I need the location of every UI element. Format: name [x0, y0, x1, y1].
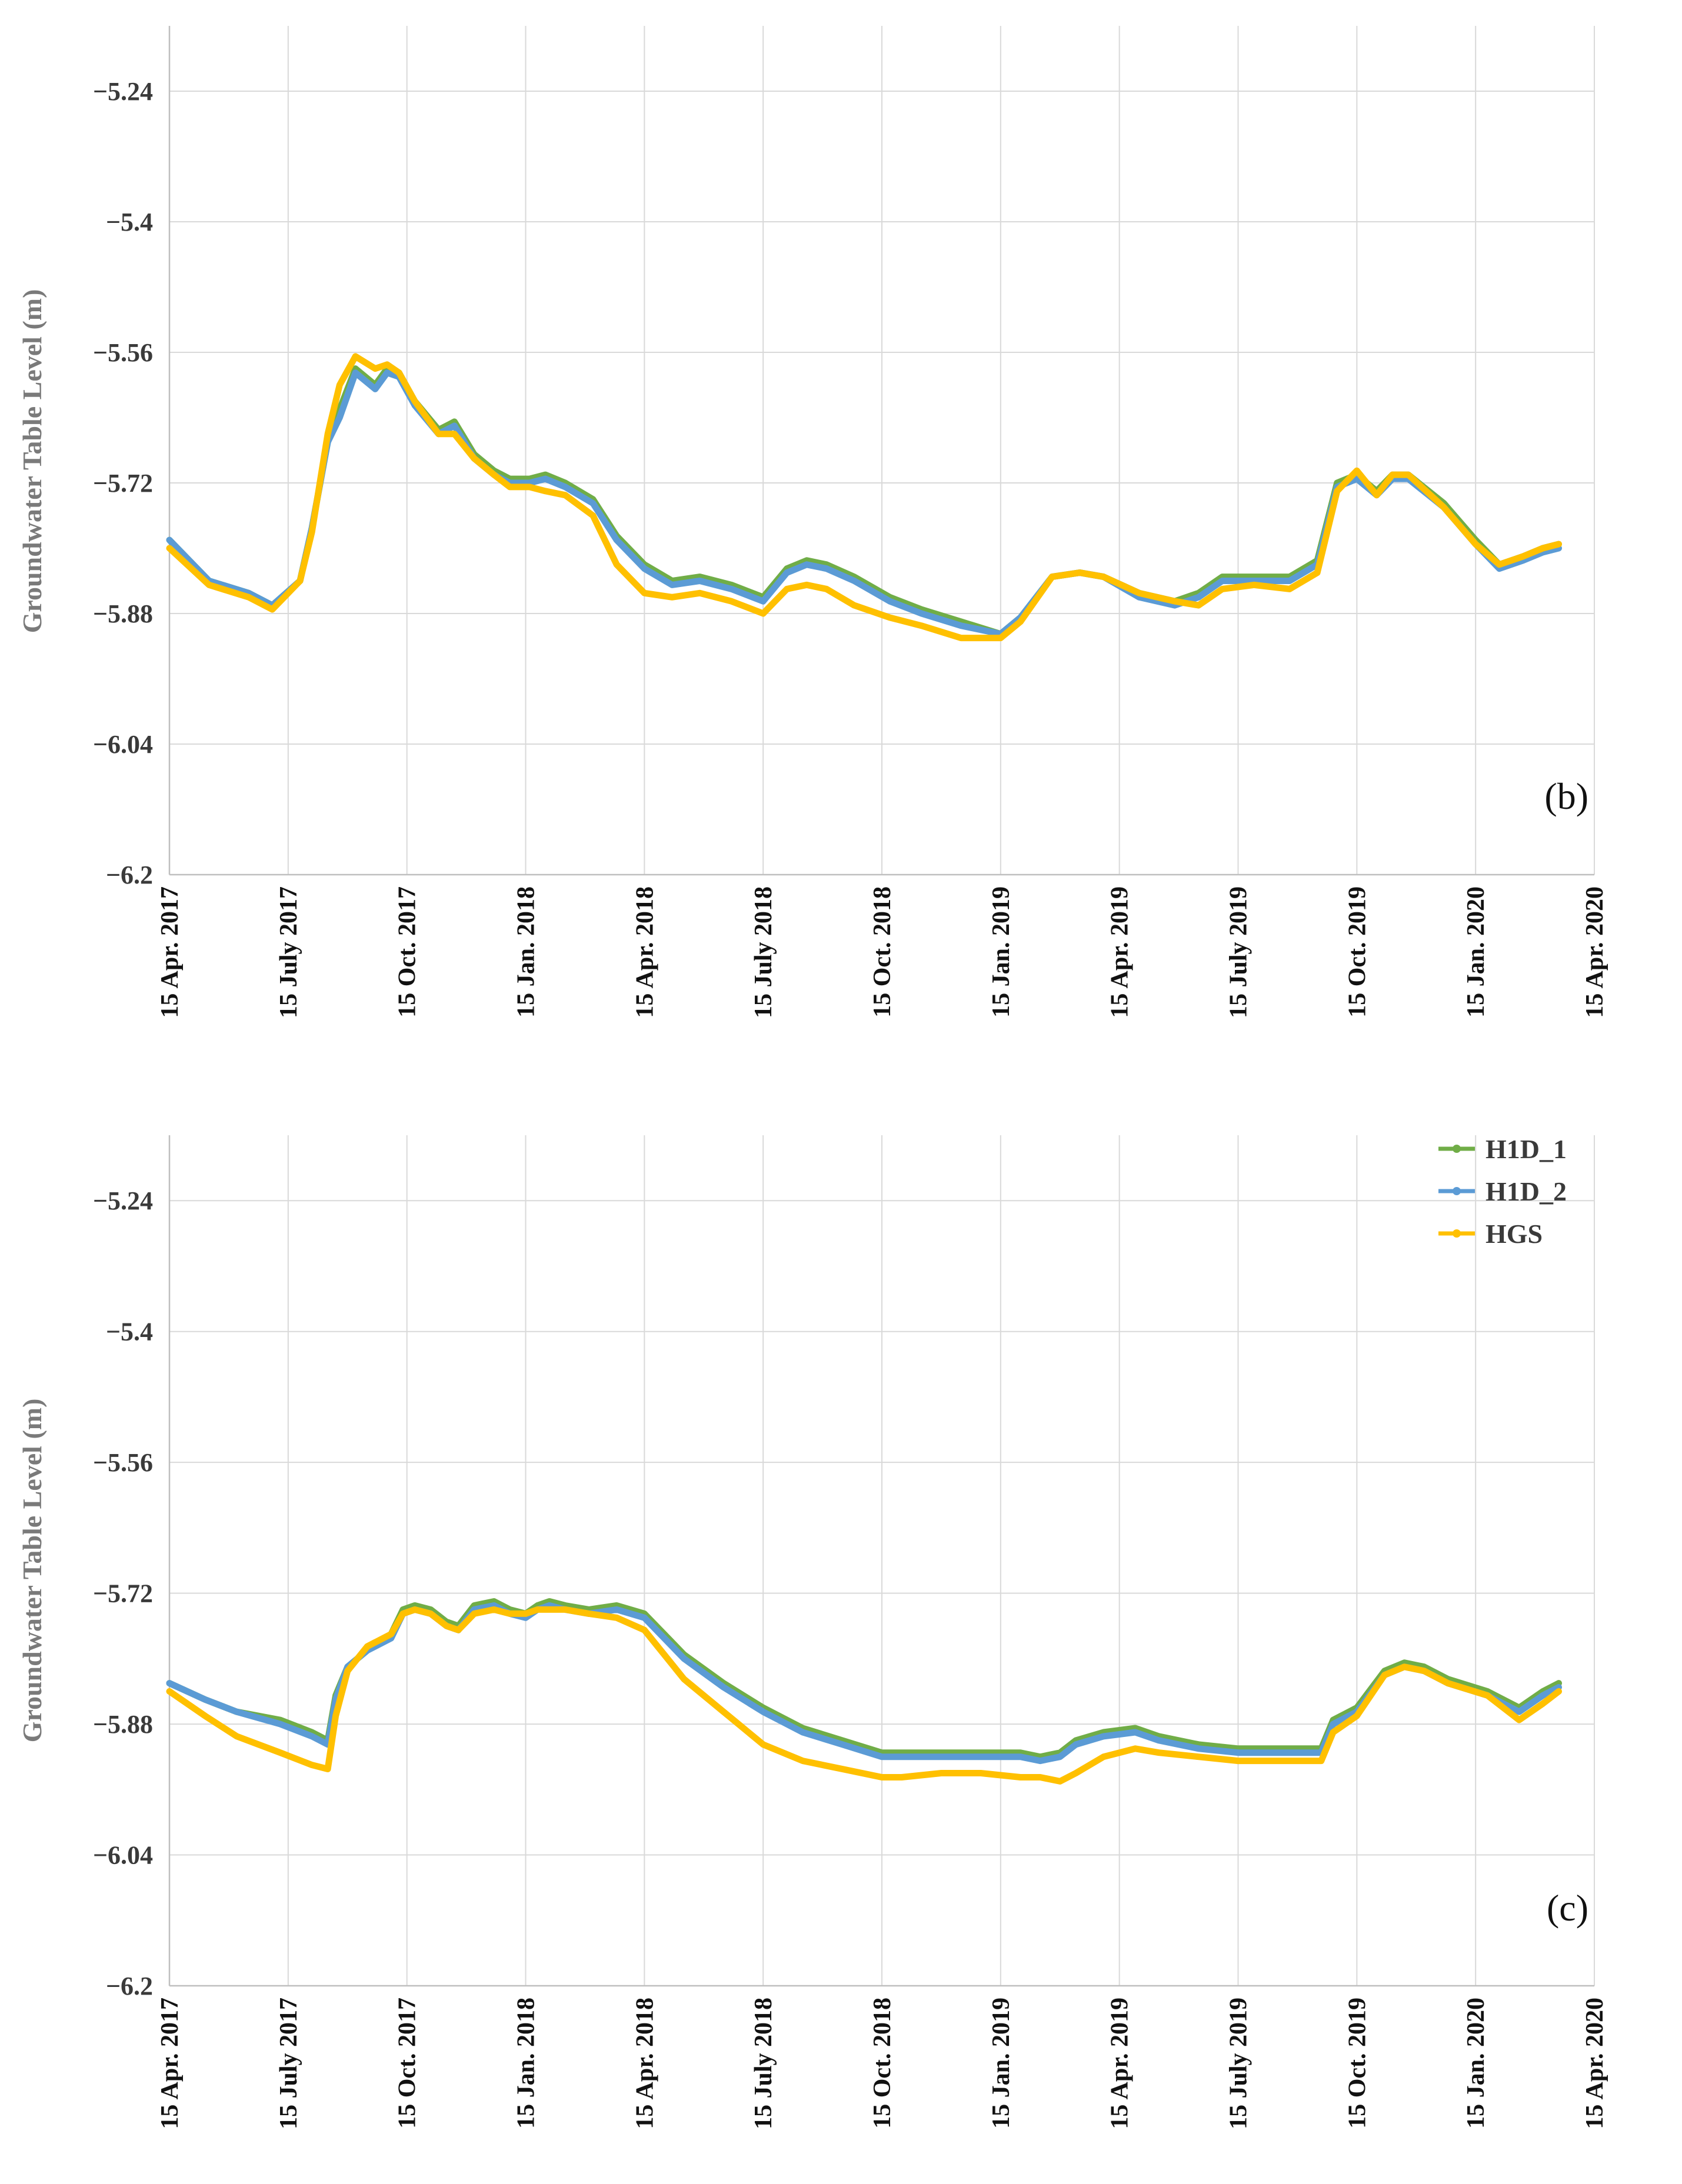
- x-tick-label: 15 Oct. 2018: [869, 886, 896, 1018]
- y-tick-label: −5.56: [93, 1448, 153, 1477]
- x-tick-label: 15 Jan. 2020: [1463, 886, 1490, 1018]
- y-tick-label: −5.88: [93, 1710, 153, 1739]
- x-tick-label: 15 July 2019: [1225, 1998, 1253, 2129]
- x-tick-label: 15 July 2017: [275, 1998, 302, 2129]
- series-line-hgs: [166, 1606, 1562, 1785]
- y-tick-label: −5.72: [93, 469, 153, 498]
- x-tick-label: 15 Oct. 2018: [869, 1998, 896, 2129]
- panel-tag: (b): [1544, 775, 1588, 817]
- y-tick-label: −6.2: [106, 1972, 153, 2000]
- x-tick-label: 15 Oct. 2019: [1344, 886, 1371, 1018]
- y-tick-label: −5.24: [93, 77, 153, 106]
- x-tick-label: 15 Apr. 2018: [631, 886, 658, 1018]
- x-tick-label: 15 Oct. 2017: [394, 886, 421, 1018]
- series-line-h1d_2: [166, 369, 1562, 638]
- y-tick-label: −5.88: [93, 599, 153, 628]
- y-tick-label: −5.4: [106, 1318, 153, 1346]
- y-tick-label: −6.2: [106, 861, 153, 889]
- y-tick-label: −6.04: [93, 1841, 153, 1870]
- legend: H1D_1 H1D_2 HGS: [1438, 1134, 1567, 1249]
- x-tick-label: 15 July 2019: [1225, 886, 1253, 1018]
- chart-panel-c: −5.24−5.4−5.56−5.72−5.88−6.04−6.215 Apr.…: [17, 1135, 1608, 2129]
- series-line-h1d_2: [166, 1602, 1562, 1765]
- legend-marker-h1d_1: [1453, 1145, 1461, 1153]
- series-line-hgs: [166, 353, 1562, 642]
- x-tick-label: 15 Jan. 2020: [1463, 1998, 1490, 2129]
- y-tick-label: −5.24: [93, 1186, 153, 1215]
- series-line-h1d_1: [166, 1598, 1562, 1760]
- chart-panel-b: −5.24−5.4−5.56−5.72−5.88−6.04−6.215 Apr.…: [17, 26, 1608, 1018]
- y-axis-label: Groundwater Table Level (m): [17, 1399, 47, 1743]
- x-tick-label: 15 Jan. 2018: [513, 886, 540, 1018]
- x-tick-label: 15 Oct. 2019: [1344, 1998, 1371, 2129]
- panel-tag: (c): [1547, 1887, 1588, 1929]
- legend-label-h1d_1: H1D_1: [1486, 1134, 1567, 1164]
- y-tick-label: −5.72: [93, 1579, 153, 1608]
- x-tick-label: 15 Apr. 2019: [1107, 1998, 1134, 2129]
- x-tick-label: 15 Jan. 2018: [513, 1998, 540, 2129]
- legend-marker-hgs: [1453, 1229, 1461, 1238]
- x-tick-label: 15 Oct. 2017: [394, 1998, 421, 2129]
- legend-label-h1d_2: H1D_2: [1486, 1176, 1567, 1206]
- x-tick-label: 15 Apr. 2017: [156, 1998, 184, 2129]
- x-tick-label: 15 July 2017: [275, 886, 302, 1018]
- x-tick-label: 15 Apr. 2019: [1107, 886, 1134, 1018]
- y-tick-label: −5.56: [93, 338, 153, 367]
- y-tick-label: −6.04: [93, 730, 153, 759]
- legend-label-hgs: HGS: [1486, 1219, 1543, 1249]
- x-tick-label: 15 Apr. 2017: [156, 886, 184, 1018]
- x-tick-label: 15 July 2018: [750, 1998, 777, 2129]
- x-tick-label: 15 Apr. 2020: [1581, 886, 1608, 1018]
- x-tick-label: 15 Apr. 2018: [631, 1998, 658, 2129]
- x-tick-label: 15 Jan. 2019: [988, 1998, 1015, 2129]
- y-axis-label: Groundwater Table Level (m): [17, 289, 47, 633]
- x-tick-label: 15 Jan. 2019: [988, 886, 1015, 1018]
- x-tick-label: 15 July 2018: [750, 886, 777, 1018]
- y-tick-label: −5.4: [106, 208, 153, 236]
- legend-marker-h1d_2: [1453, 1187, 1461, 1195]
- series-line-h1d_1: [166, 365, 1562, 638]
- x-tick-label: 15 Apr. 2020: [1581, 1998, 1608, 2129]
